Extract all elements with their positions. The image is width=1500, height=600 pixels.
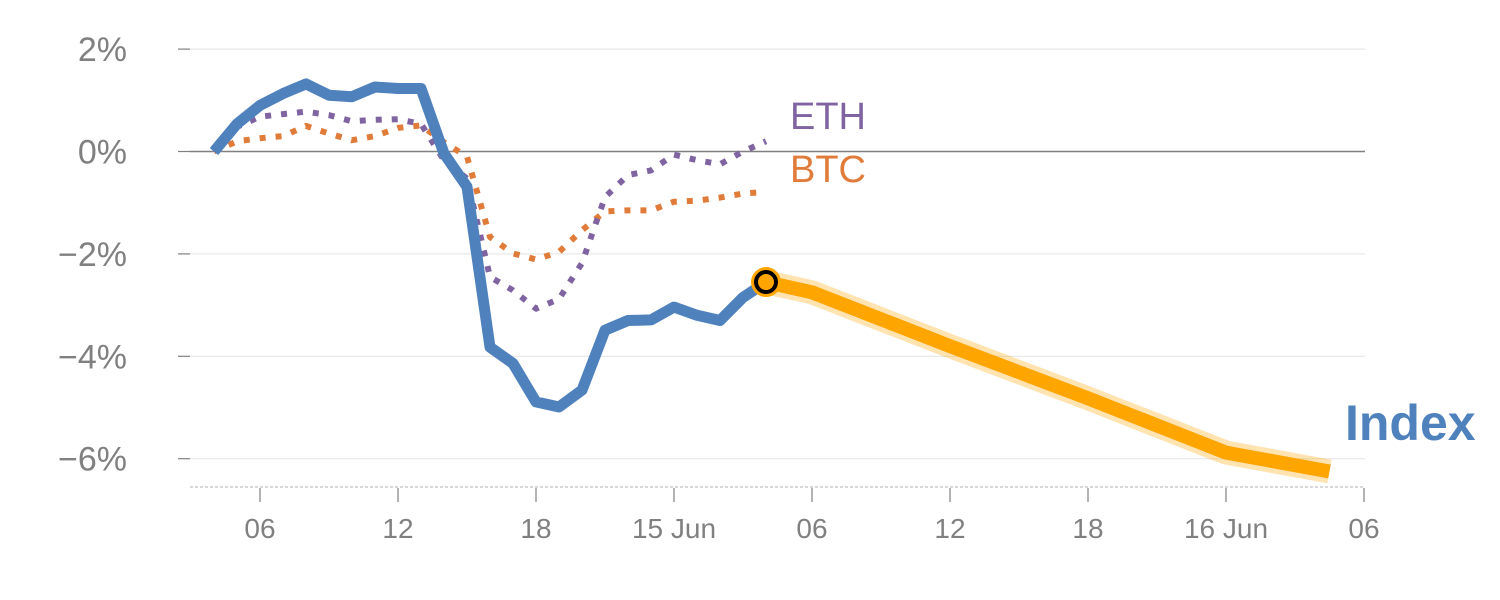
y-axis: 2% 0% −2% −4% −6% [58, 31, 190, 479]
x-tick-label: 18 [520, 513, 551, 544]
series-lines [209, 78, 1332, 484]
y-tick-label: −6% [58, 441, 127, 479]
y-tick-label: −2% [58, 236, 127, 274]
current-point-marker-ring [754, 270, 778, 295]
x-tick-label: 12 [934, 513, 965, 544]
x-tick-label: 06 [1348, 513, 1379, 544]
series-label-btc: BTC [790, 149, 866, 191]
x-tick-label: 18 [1072, 513, 1103, 544]
x-tick-label: 06 [796, 513, 827, 544]
series-line-btc [212, 122, 767, 263]
series-line-index-forecast [764, 275, 1331, 479]
y-tick-label: −4% [58, 338, 127, 376]
x-tick-label: 16 Jun [1184, 513, 1268, 544]
series-line-index [209, 78, 770, 413]
x-axis: 06 12 18 15 Jun 06 12 18 16 Jun 06 [190, 486, 1380, 544]
series-label-eth: ETH [790, 96, 866, 138]
x-tick-label: 15 Jun [632, 513, 716, 544]
y-tick-label: 2% [78, 31, 127, 69]
y-tick-label: 0% [78, 134, 127, 172]
gridlines [190, 48, 1365, 460]
x-tick-label: 12 [382, 513, 413, 544]
series-labels: ETH BTC Index [790, 96, 1476, 451]
series-label-index: Index [1345, 395, 1476, 451]
x-tick-label: 06 [244, 513, 275, 544]
series-line-eth [211, 108, 768, 312]
